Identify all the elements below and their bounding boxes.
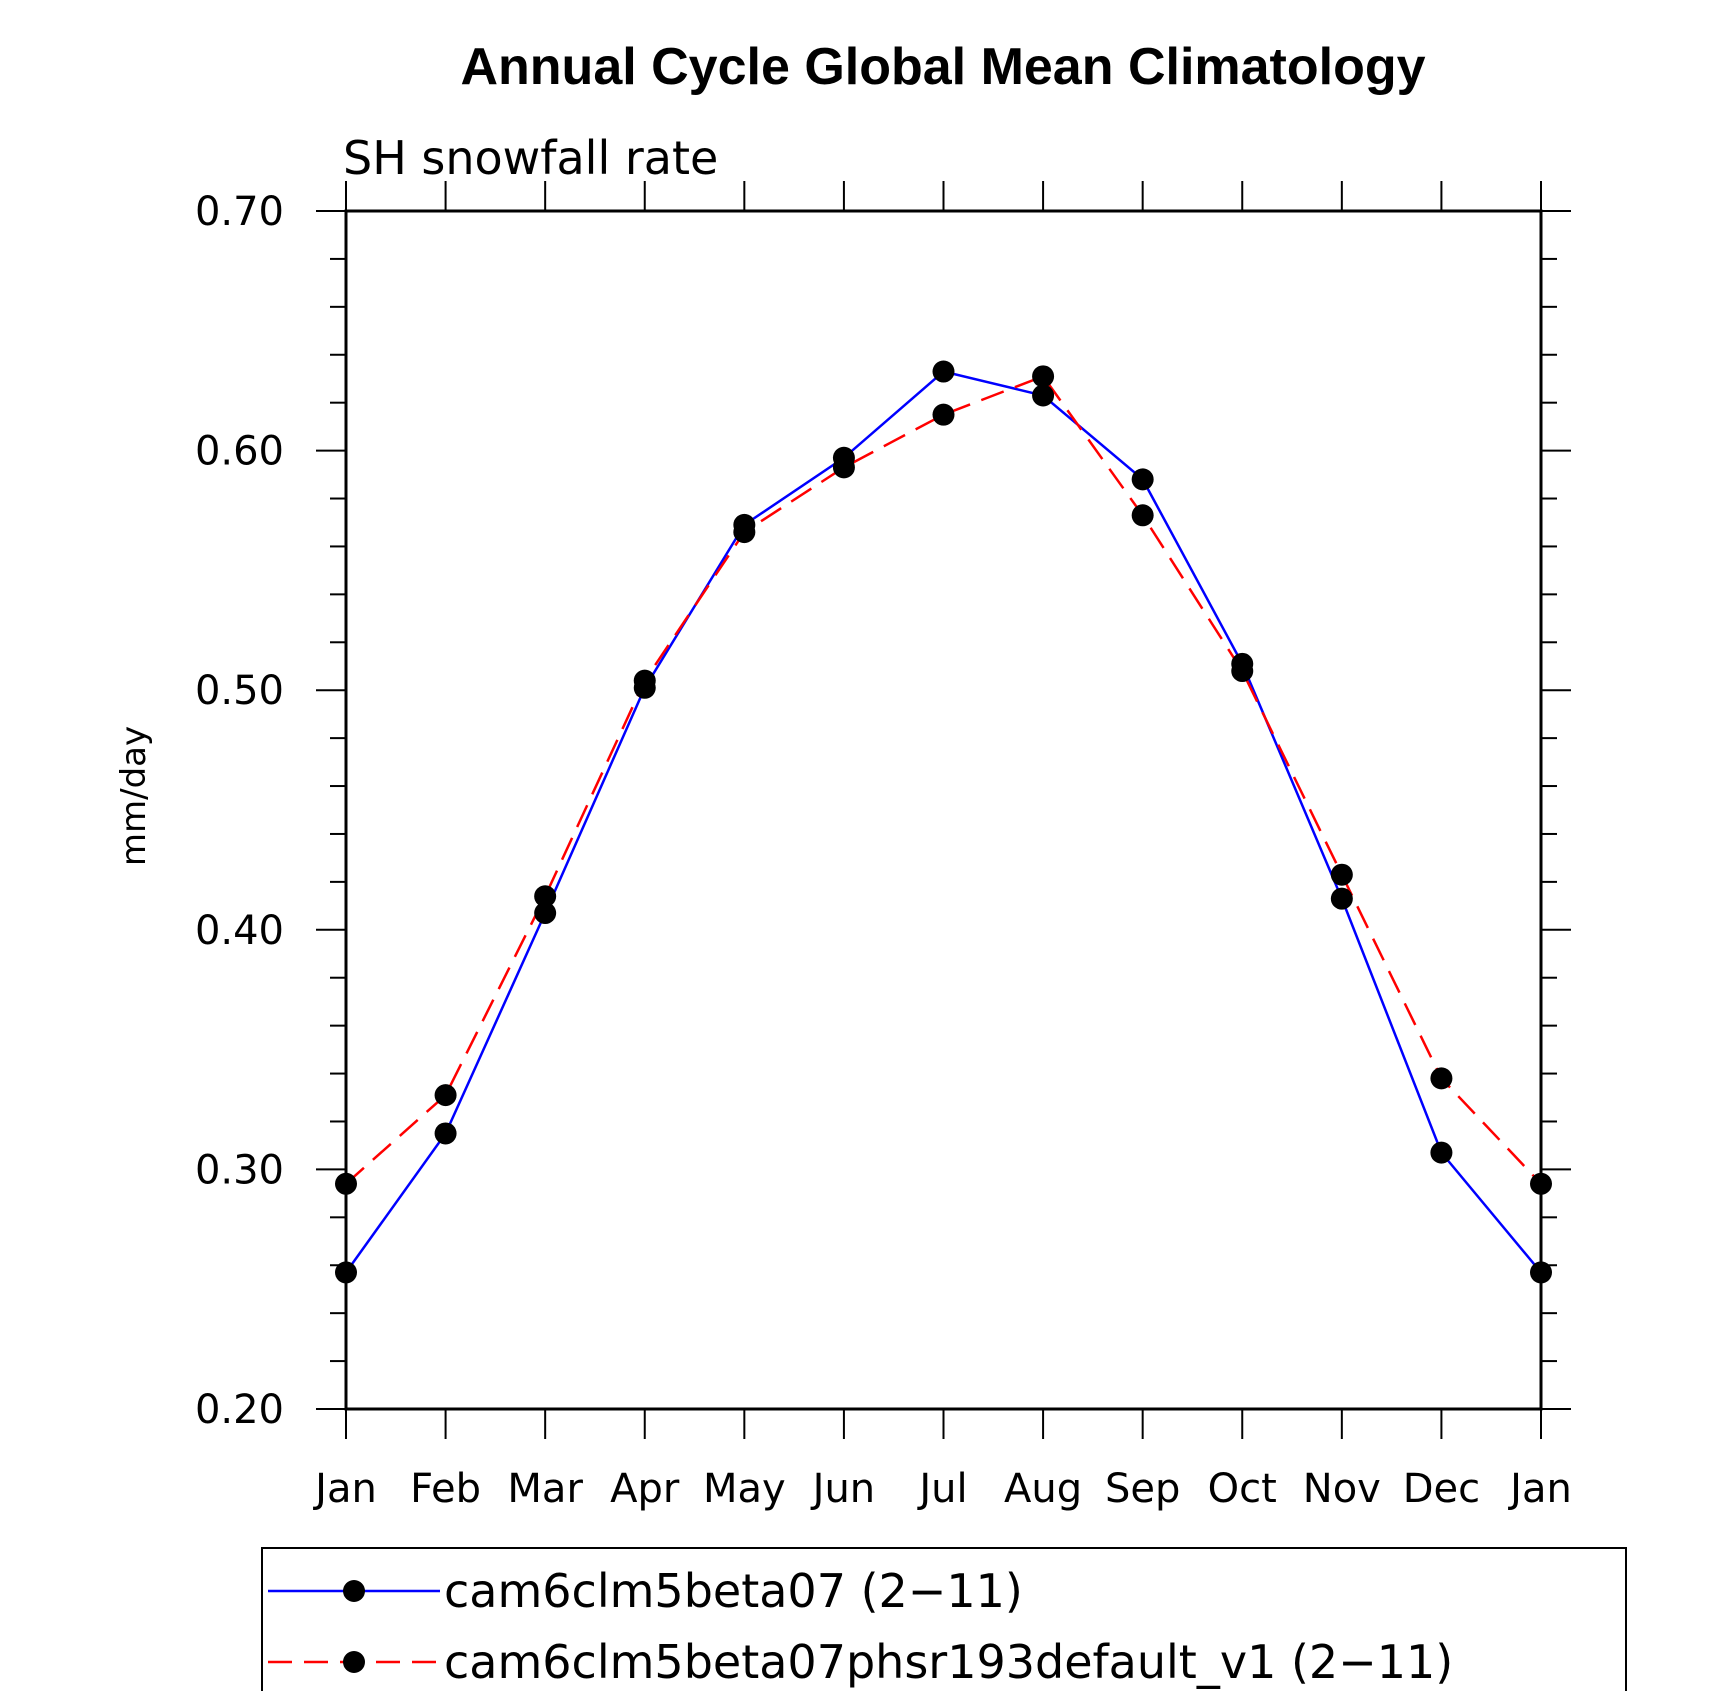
series-1-point (335, 1261, 357, 1284)
series-2-point (1032, 365, 1055, 388)
series-2-point (832, 456, 855, 479)
series-1-point (1330, 887, 1353, 910)
series-2-point (733, 521, 756, 544)
legend-box (261, 1547, 1627, 1691)
x-tick-label: Sep (1105, 1466, 1180, 1512)
series-1-point (1131, 468, 1154, 491)
series-1-point (534, 902, 557, 925)
series-2-point (1430, 1067, 1453, 1090)
chart-title: Annual Cycle Global Mean Climatology (460, 38, 1425, 96)
legend-label-1: cam6clm5beta07 (2−11) (444, 1564, 1023, 1618)
y-tick-label: 0.30 (195, 1147, 284, 1193)
y-tick-label: 0.40 (195, 908, 284, 954)
x-tick-label: Jan (312, 1466, 377, 1512)
legend-marker-2 (343, 1651, 365, 1673)
series-1-point (1430, 1141, 1453, 1164)
legend: cam6clm5beta07 (2−11) cam6clm5beta07phsr1… (261, 1547, 1627, 1691)
x-tick-label: Dec (1403, 1466, 1480, 1512)
x-tick-label: Apr (610, 1466, 680, 1512)
series-2-point (633, 669, 656, 692)
chart-subtitle: SH snowfall rate (343, 131, 718, 185)
x-tick-label: Mar (507, 1466, 583, 1512)
x-tick-label: Oct (1208, 1466, 1277, 1512)
series-line-1 (344, 370, 1542, 1274)
x-tick-label: Nov (1303, 1466, 1381, 1512)
series-2-point (1530, 1172, 1552, 1195)
y-tick-label: 0.20 (195, 1387, 284, 1433)
series-1-point (434, 1122, 457, 1145)
y-axis-label: mm/day (114, 726, 154, 866)
series-1-point (1530, 1261, 1552, 1284)
series-2-point (1231, 660, 1254, 683)
series-line-2 (345, 374, 1542, 1185)
y-tick-label: 0.70 (195, 189, 284, 235)
series-layer (335, 360, 1552, 1284)
x-tick-label: Feb (410, 1466, 481, 1512)
x-tick-label: May (703, 1466, 786, 1512)
series-2-point (335, 1172, 357, 1195)
legend-label-2: cam6clm5beta07phsr193default_v1 (2−11) (444, 1635, 1453, 1689)
series-2-point (434, 1084, 457, 1107)
y-tick-label: 0.60 (195, 429, 284, 475)
x-ticks: Jan Feb Mar Apr May Jun Jul Aug Sep Oct Nov Dec Jan (312, 181, 1572, 1512)
series-2-point (1330, 863, 1353, 886)
legend-marker-1 (343, 1580, 365, 1602)
x-tick-label: Jun (810, 1466, 876, 1512)
series-1-point (932, 360, 955, 383)
series-2-point (1131, 504, 1154, 527)
x-tick-label: Aug (1004, 1466, 1082, 1512)
x-tick-label: Jul (916, 1466, 967, 1512)
series-2-point (932, 403, 955, 426)
plot-frame (344, 209, 1543, 1411)
y-tick-label: 0.50 (195, 668, 284, 714)
y-ticks: 0.20 0.30 0.40 0.50 0.60 0.70 (195, 189, 1571, 1433)
series-2-point (534, 885, 557, 908)
series-1-point (1032, 384, 1055, 407)
x-tick-label: Jan (1507, 1466, 1572, 1512)
